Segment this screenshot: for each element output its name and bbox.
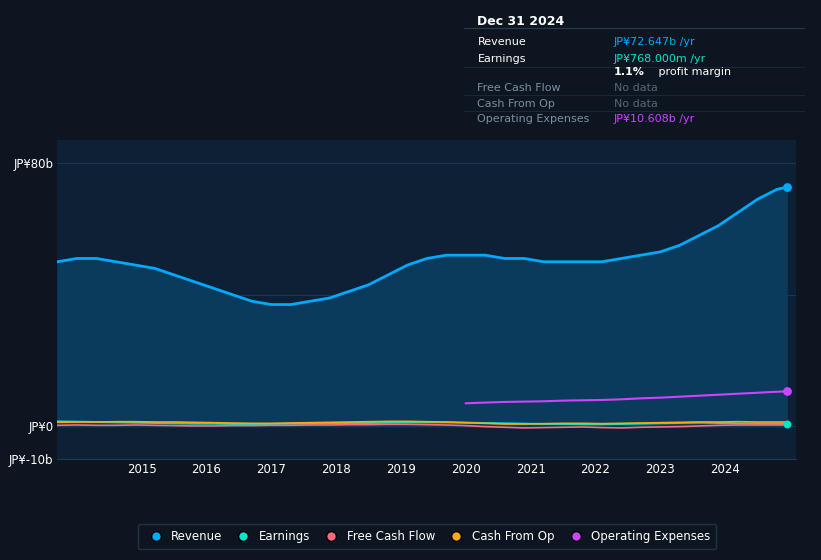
- Point: [780, 419, 793, 428]
- Text: Cash From Op: Cash From Op: [478, 99, 555, 109]
- Text: Earnings: Earnings: [478, 54, 526, 64]
- Text: 1.1%: 1.1%: [614, 67, 644, 77]
- Text: Dec 31 2024: Dec 31 2024: [478, 15, 565, 29]
- Text: JP¥768.000m /yr: JP¥768.000m /yr: [614, 54, 706, 64]
- Text: profit margin: profit margin: [654, 67, 731, 77]
- Text: Free Cash Flow: Free Cash Flow: [478, 83, 561, 94]
- Text: No data: No data: [614, 83, 658, 94]
- Point: [780, 387, 793, 396]
- Legend: Revenue, Earnings, Free Cash Flow, Cash From Op, Operating Expenses: Revenue, Earnings, Free Cash Flow, Cash …: [138, 524, 716, 549]
- Point: [780, 183, 793, 192]
- Text: No data: No data: [614, 99, 658, 109]
- Text: JP¥72.647b /yr: JP¥72.647b /yr: [614, 37, 695, 47]
- Text: Revenue: Revenue: [478, 37, 526, 47]
- Text: Operating Expenses: Operating Expenses: [478, 114, 589, 124]
- Text: JP¥10.608b /yr: JP¥10.608b /yr: [614, 114, 695, 124]
